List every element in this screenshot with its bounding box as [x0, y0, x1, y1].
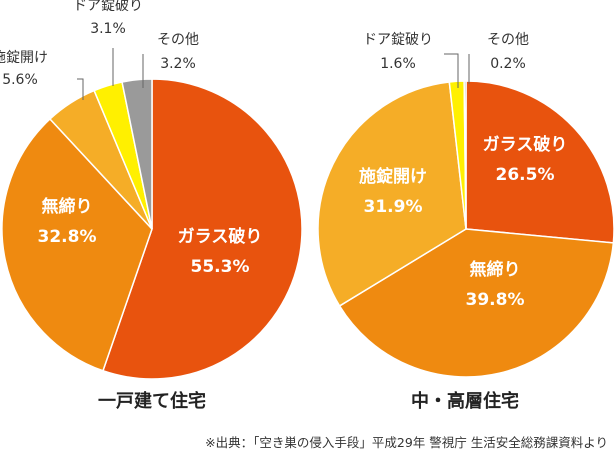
slice-value-label: 55.3% — [191, 257, 250, 277]
slice-label: 無締り — [470, 259, 521, 280]
slice-value-label: 26.5% — [496, 165, 555, 185]
pie-slice — [317, 81, 467, 307]
slice-label: 施錠開け — [359, 166, 427, 187]
pie-slice — [1, 117, 153, 372]
leader-line — [77, 78, 84, 100]
slice-value-label: 32.8% — [38, 227, 97, 247]
slice-label: ガラス破り — [483, 134, 568, 155]
slice-label: 無締り — [42, 196, 93, 217]
slice-value-label: 5.6% — [2, 72, 38, 88]
source-note: ※出典：「空き巣の侵入手段」平成29年 警視庁 生活安全総務課資料より — [205, 435, 608, 450]
slice-label: その他 — [157, 32, 199, 48]
pie-slice — [465, 80, 615, 244]
pie-slice — [121, 78, 153, 230]
leader-line — [444, 53, 459, 88]
chart-title-apartment: 中・高層住宅 — [411, 390, 519, 412]
slice-label: 施錠開け — [0, 50, 48, 66]
chart-title-detached-house: 一戸建て住宅 — [98, 390, 206, 412]
slice-label: ドア錠破り — [363, 32, 433, 48]
slice-label: ドア錠破り — [73, 0, 143, 14]
slice-value-label: 31.9% — [364, 197, 423, 217]
pie-chart-apartment: ガラス破り 26.5% 無締り 39.8% 施錠開け 31.9% ドア錠破り 1.6% その他 0… — [317, 32, 615, 378]
slice-value-label: 3.2% — [160, 56, 196, 72]
slice-value-label: 1.6% — [380, 56, 416, 72]
slice-value-label: 0.2% — [490, 56, 526, 72]
slice-value-label: 39.8% — [466, 290, 525, 310]
slice-value-label: 3.1% — [90, 21, 126, 37]
pie-slice — [338, 228, 615, 378]
pie-slice — [463, 80, 467, 230]
slice-label: ガラス破り — [178, 226, 263, 247]
slice-label: その他 — [487, 32, 529, 48]
pie-chart-detached-house: ガラス破り 55.3% 無締り 32.8% 施錠開け 5.6% ドア錠破り 3.1% その他 3.… — [0, 0, 303, 380]
